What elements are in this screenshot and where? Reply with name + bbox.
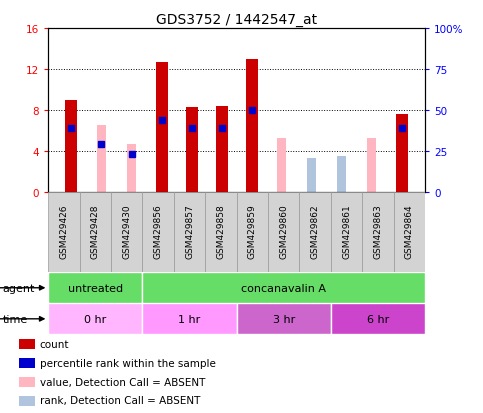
Bar (142, 304, 237, 335)
Bar (48, 192, 80, 273)
Text: concanavalin A: concanavalin A (242, 283, 326, 293)
Bar (237, 192, 268, 273)
Bar (19, 377, 35, 387)
Bar (65, 100, 77, 192)
Bar (174, 192, 205, 273)
Text: GSM429863: GSM429863 (373, 204, 383, 259)
Text: GSM429856: GSM429856 (154, 204, 163, 259)
Text: GSM429857: GSM429857 (185, 204, 194, 259)
Bar (111, 192, 142, 273)
Text: value, Detection Call = ABSENT: value, Detection Call = ABSENT (40, 377, 205, 387)
Bar (268, 192, 299, 273)
Text: GSM429862: GSM429862 (311, 204, 320, 259)
Bar (237, 304, 331, 335)
Text: 0 hr: 0 hr (84, 314, 107, 324)
Text: GSM429858: GSM429858 (216, 204, 226, 259)
Bar (97, 126, 106, 192)
Bar (394, 192, 425, 273)
Text: GSM429430: GSM429430 (122, 204, 131, 259)
Bar (19, 396, 35, 406)
Text: rank, Detection Call = ABSENT: rank, Detection Call = ABSENT (40, 396, 200, 406)
Bar (307, 172, 316, 192)
Bar (215, 107, 227, 192)
Bar (362, 192, 394, 273)
Bar (48, 304, 142, 335)
Bar (246, 59, 258, 192)
Text: GSM429426: GSM429426 (59, 204, 69, 259)
Bar (337, 157, 346, 192)
Text: count: count (40, 339, 69, 349)
Bar (277, 139, 286, 192)
Text: GSM429428: GSM429428 (91, 204, 100, 259)
Bar (396, 114, 408, 192)
Bar (127, 145, 136, 192)
Text: 6 hr: 6 hr (367, 314, 389, 324)
Text: time: time (2, 314, 28, 324)
Text: 1 hr: 1 hr (178, 314, 201, 324)
Bar (19, 339, 35, 349)
Bar (142, 273, 425, 304)
Bar (142, 192, 174, 273)
Title: GDS3752 / 1442547_at: GDS3752 / 1442547_at (156, 12, 317, 26)
Bar (185, 107, 198, 192)
Text: GSM429859: GSM429859 (248, 204, 257, 259)
Text: GSM429864: GSM429864 (405, 204, 414, 259)
Bar (368, 139, 376, 192)
Bar (307, 159, 316, 192)
Bar (331, 192, 362, 273)
Text: GSM429860: GSM429860 (279, 204, 288, 259)
Bar (331, 304, 425, 335)
Bar (205, 192, 237, 273)
Bar (19, 358, 35, 368)
Bar (156, 62, 168, 192)
Text: untreated: untreated (68, 283, 123, 293)
Bar (48, 273, 142, 304)
Text: percentile rank within the sample: percentile rank within the sample (40, 358, 216, 368)
Bar (299, 192, 331, 273)
Text: agent: agent (2, 283, 35, 293)
Bar (80, 192, 111, 273)
Text: GSM429861: GSM429861 (342, 204, 351, 259)
Text: 3 hr: 3 hr (272, 314, 295, 324)
